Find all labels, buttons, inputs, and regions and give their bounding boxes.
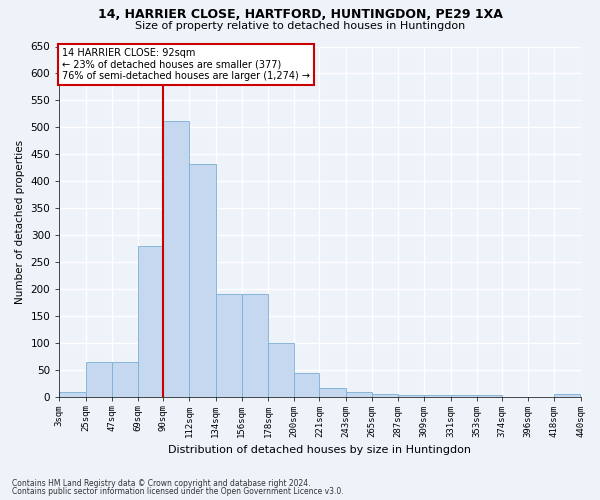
Bar [424, 395, 451, 398]
Text: Contains HM Land Registry data © Crown copyright and database right 2024.: Contains HM Land Registry data © Crown c… [12, 478, 311, 488]
Bar [112, 362, 138, 398]
Bar [398, 395, 424, 398]
Bar [163, 121, 190, 398]
Text: 14, HARRIER CLOSE, HARTFORD, HUNTINGDON, PE29 1XA: 14, HARRIER CLOSE, HARTFORD, HUNTINGDON,… [98, 8, 502, 20]
Bar [242, 294, 268, 398]
Bar [477, 396, 502, 398]
X-axis label: Distribution of detached houses by size in Huntingdon: Distribution of detached houses by size … [169, 445, 472, 455]
Y-axis label: Number of detached properties: Number of detached properties [15, 140, 25, 304]
Text: Size of property relative to detached houses in Huntingdon: Size of property relative to detached ho… [135, 21, 465, 31]
Bar [319, 388, 346, 398]
Bar [451, 396, 477, 398]
Bar [554, 394, 580, 398]
Bar [215, 294, 242, 398]
Bar [138, 246, 163, 398]
Bar [59, 392, 86, 398]
Text: Contains public sector information licensed under the Open Government Licence v3: Contains public sector information licen… [12, 487, 344, 496]
Bar [86, 362, 112, 398]
Bar [294, 372, 319, 398]
Bar [346, 392, 372, 398]
Bar [268, 344, 294, 398]
Bar [190, 164, 215, 398]
Text: 14 HARRIER CLOSE: 92sqm
← 23% of detached houses are smaller (377)
76% of semi-d: 14 HARRIER CLOSE: 92sqm ← 23% of detache… [62, 48, 310, 82]
Bar [372, 394, 398, 398]
